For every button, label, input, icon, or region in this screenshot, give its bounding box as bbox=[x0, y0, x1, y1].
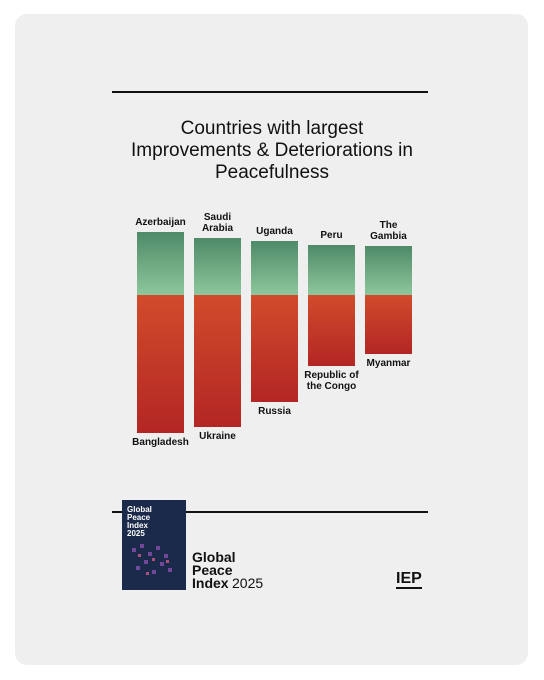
bar bbox=[365, 295, 412, 354]
top-rule bbox=[112, 91, 428, 93]
bottom-rule bbox=[112, 511, 428, 513]
bar bbox=[137, 232, 184, 295]
year: 2025 bbox=[232, 575, 264, 591]
bar bbox=[308, 295, 355, 366]
bar bbox=[365, 246, 412, 295]
logo: IEP bbox=[396, 570, 422, 589]
bar bbox=[137, 295, 184, 433]
category-label: The Gambia bbox=[370, 220, 407, 242]
bar bbox=[308, 245, 355, 295]
category-label: Russia bbox=[258, 406, 291, 417]
category-label: Republic of the Congo bbox=[304, 370, 359, 392]
category-label: Azerbaijan bbox=[135, 217, 186, 228]
chart-title: Countries with largest Improvements & De… bbox=[131, 118, 413, 183]
category-label: Uganda bbox=[256, 226, 293, 237]
cover-title: Global Peace Index 2025 bbox=[127, 505, 152, 538]
bar bbox=[194, 295, 241, 427]
brand: Global Peace Index bbox=[192, 549, 236, 591]
cover-art bbox=[132, 544, 172, 575]
report-cover: Global Peace Index 2025 bbox=[122, 500, 186, 590]
bar bbox=[251, 295, 298, 402]
category-label: Saudi Arabia bbox=[201, 212, 234, 234]
category-label: Myanmar bbox=[366, 358, 411, 369]
category-label: Bangladesh bbox=[132, 437, 189, 448]
category-label: Peru bbox=[320, 230, 343, 241]
category-label: Ukraine bbox=[199, 431, 236, 442]
bar bbox=[194, 238, 241, 295]
bar bbox=[251, 241, 298, 295]
